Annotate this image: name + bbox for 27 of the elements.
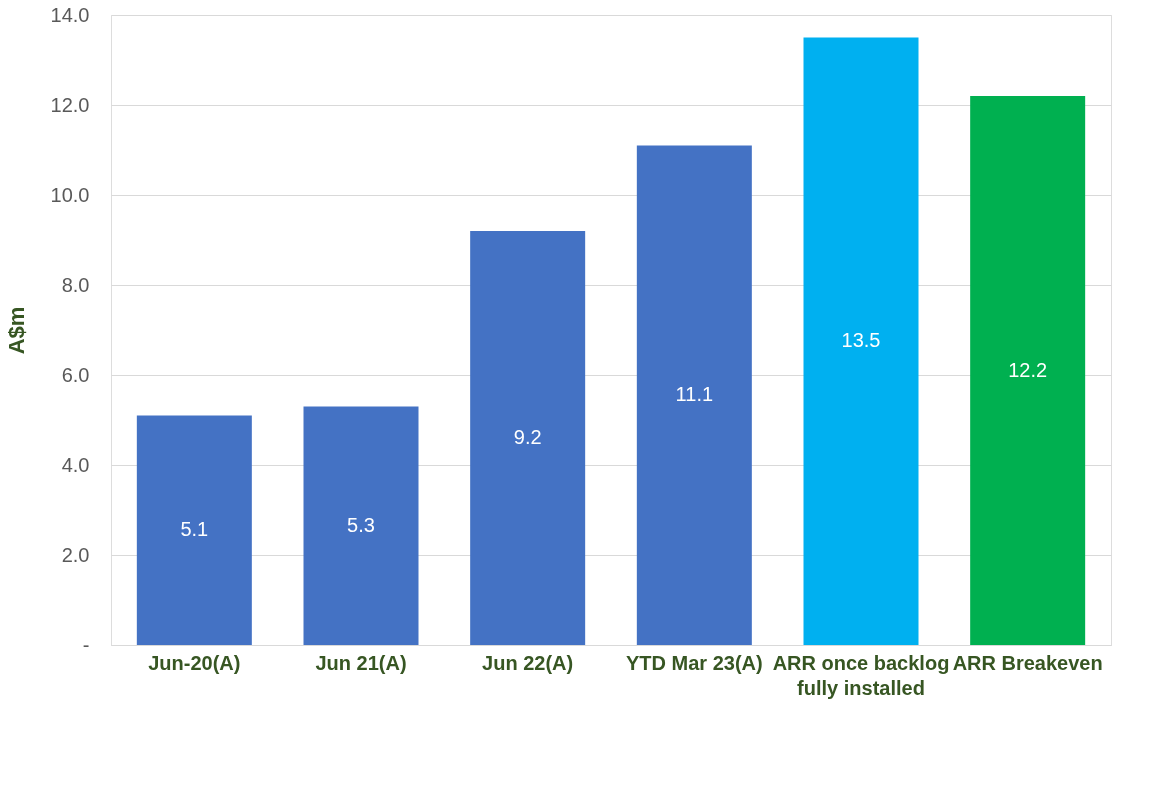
y-tick-label: 14.0 [50,3,90,26]
y-tick-label: 12.0 [50,93,90,116]
y-tick-label: 10.0 [50,183,90,206]
x-tick-label: Jun 22(A) [482,651,574,674]
bar [303,406,419,645]
data-label: 13.5 [841,329,881,352]
bar [136,415,252,645]
bar [970,96,1086,645]
x-tick-label: YTD Mar 23(A) [625,651,763,674]
bar [803,37,919,645]
y-tick-label: 6.0 [61,363,90,386]
data-label: 5.3 [347,513,375,536]
x-tick-label: Jun 21(A) [315,651,407,674]
y-tick-label: 2.0 [61,543,90,566]
y-tick-label: 4.0 [61,453,90,476]
y-tick-label: - [82,633,90,656]
y-tick-label: 8.0 [61,273,90,296]
x-tick-label: ARR Breakeven [952,651,1103,674]
x-tick-label: ARR once backlog fully installed [772,651,950,699]
bar [636,145,752,645]
data-label: 11.1 [675,383,714,406]
data-label: 5.1 [180,518,209,541]
x-tick-label: Jun-20(A) [148,651,241,674]
bar [470,231,586,645]
data-label: 12.2 [1008,358,1048,381]
data-label: 9.2 [513,426,542,448]
y-axis-title: A$m [3,306,29,355]
